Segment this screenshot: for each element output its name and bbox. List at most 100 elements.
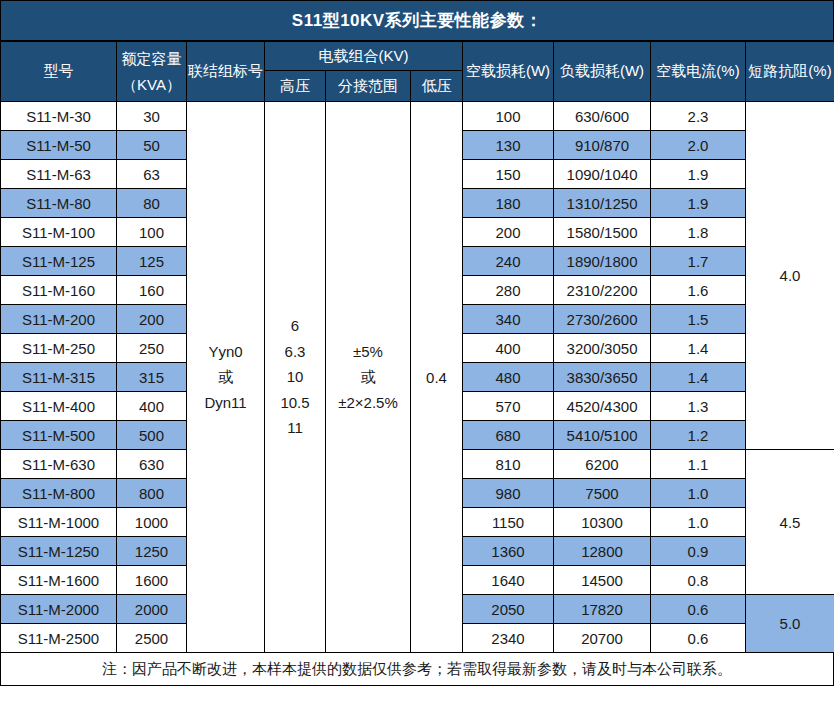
table-title: S11型10KV系列主要性能参数： [0, 0, 834, 41]
model-cell: S11-M-2500 [1, 624, 117, 653]
load-loss-cell: 630/600 [554, 102, 651, 131]
load-loss-cell: 4520/4300 [554, 392, 651, 421]
no-load-loss-cell: 130 [463, 131, 554, 160]
no-load-current-cell: 1.9 [651, 160, 746, 189]
no-load-loss-cell: 570 [463, 392, 554, 421]
col-header-connection-group: 联结组标号 [187, 42, 265, 102]
model-cell: S11-M-250 [1, 334, 117, 363]
no-load-loss-cell: 810 [463, 450, 554, 479]
table-body: S11-M-30 30 Yyn0 或 Dyn11 6 6.3 10 10.5 1… [1, 102, 834, 653]
no-load-loss-cell: 980 [463, 479, 554, 508]
capacity-cell: 125 [117, 247, 187, 276]
no-load-loss-cell: 180 [463, 189, 554, 218]
col-header-low-voltage: 低压 [411, 71, 463, 102]
no-load-current-cell: 0.6 [651, 624, 746, 653]
no-load-current-cell: 0.6 [651, 595, 746, 624]
no-load-current-cell: 2.3 [651, 102, 746, 131]
col-header-no-load-current: 空载电流(%) [651, 42, 746, 102]
load-loss-cell: 1090/1040 [554, 160, 651, 189]
load-loss-cell: 14500 [554, 566, 651, 595]
no-load-loss-cell: 150 [463, 160, 554, 189]
impedance-value-cell: 4.5 [746, 450, 834, 595]
model-cell: S11-M-100 [1, 218, 117, 247]
capacity-cell: 200 [117, 305, 187, 334]
load-loss-cell: 3830/3650 [554, 363, 651, 392]
capacity-cell: 630 [117, 450, 187, 479]
no-load-loss-cell: 240 [463, 247, 554, 276]
model-cell: S11-M-1250 [1, 537, 117, 566]
no-load-current-cell: 1.7 [651, 247, 746, 276]
no-load-current-cell: 1.0 [651, 479, 746, 508]
col-header-no-load-loss: 空载损耗(W) [463, 42, 554, 102]
load-loss-cell: 20700 [554, 624, 651, 653]
load-loss-cell: 10300 [554, 508, 651, 537]
capacity-cell: 2000 [117, 595, 187, 624]
col-header-tap-range: 分接范围 [326, 71, 411, 102]
capacity-cell: 800 [117, 479, 187, 508]
load-loss-cell: 6200 [554, 450, 651, 479]
col-header-capacity: 额定容量 （KVA） [117, 42, 187, 102]
capacity-cell: 63 [117, 160, 187, 189]
load-loss-cell: 1580/1500 [554, 218, 651, 247]
col-header-voltage-combo: 电载组合(KV) [265, 42, 463, 71]
no-load-current-cell: 1.2 [651, 421, 746, 450]
no-load-loss-cell: 480 [463, 363, 554, 392]
capacity-cell: 1600 [117, 566, 187, 595]
model-cell: S11-M-50 [1, 131, 117, 160]
capacity-cell: 500 [117, 421, 187, 450]
capacity-cell: 250 [117, 334, 187, 363]
capacity-cell: 2500 [117, 624, 187, 653]
no-load-loss-cell: 2340 [463, 624, 554, 653]
no-load-loss-cell: 200 [463, 218, 554, 247]
no-load-loss-cell: 1150 [463, 508, 554, 537]
no-load-loss-cell: 1640 [463, 566, 554, 595]
model-cell: S11-M-630 [1, 450, 117, 479]
capacity-cell: 30 [117, 102, 187, 131]
load-loss-cell: 7500 [554, 479, 651, 508]
no-load-current-cell: 1.4 [651, 334, 746, 363]
no-load-loss-cell: 340 [463, 305, 554, 334]
load-loss-cell: 1310/1250 [554, 189, 651, 218]
model-cell: S11-M-30 [1, 102, 117, 131]
low-voltage-value-cell: 0.4 [411, 102, 463, 653]
model-cell: S11-M-1000 [1, 508, 117, 537]
no-load-loss-cell: 100 [463, 102, 554, 131]
capacity-cell: 100 [117, 218, 187, 247]
no-load-current-cell: 0.8 [651, 566, 746, 595]
no-load-current-cell: 1.5 [651, 305, 746, 334]
col-header-model: 型号 [1, 42, 117, 102]
impedance-value-cell: 4.0 [746, 102, 834, 450]
model-cell: S11-M-200 [1, 305, 117, 334]
col-header-impedance: 短路抗阻(%) [746, 42, 834, 102]
capacity-cell: 400 [117, 392, 187, 421]
load-loss-cell: 12800 [554, 537, 651, 566]
spec-table: 型号 额定容量 （KVA） 联结组标号 电载组合(KV) 空载损耗(W) 负载损… [0, 41, 834, 653]
capacity-cell: 1000 [117, 508, 187, 537]
no-load-loss-cell: 400 [463, 334, 554, 363]
table-header: 型号 额定容量 （KVA） 联结组标号 电载组合(KV) 空载损耗(W) 负载损… [1, 42, 834, 102]
load-loss-cell: 2730/2600 [554, 305, 651, 334]
capacity-cell: 1250 [117, 537, 187, 566]
col-header-load-loss: 负载损耗(W) [554, 42, 651, 102]
load-loss-cell: 3200/3050 [554, 334, 651, 363]
load-loss-cell: 17820 [554, 595, 651, 624]
no-load-current-cell: 0.9 [651, 537, 746, 566]
capacity-cell: 160 [117, 276, 187, 305]
footnote: 注：因产品不断改进，本样本提供的数据仅供参考；若需取得最新参数，请及时与本公司联… [0, 653, 834, 686]
load-loss-cell: 1890/1800 [554, 247, 651, 276]
model-cell: S11-M-1600 [1, 566, 117, 595]
model-cell: S11-M-400 [1, 392, 117, 421]
model-cell: S11-M-80 [1, 189, 117, 218]
model-cell: S11-M-800 [1, 479, 117, 508]
spec-sheet: S11型10KV系列主要性能参数： 型号 额定容量 （KVA） 联结组标号 电载… [0, 0, 834, 706]
no-load-current-cell: 1.4 [651, 363, 746, 392]
no-load-loss-cell: 1360 [463, 537, 554, 566]
capacity-cell: 50 [117, 131, 187, 160]
high-voltage-values-cell: 6 6.3 10 10.5 11 [265, 102, 326, 653]
no-load-current-cell: 1.9 [651, 189, 746, 218]
no-load-loss-cell: 2050 [463, 595, 554, 624]
model-cell: S11-M-500 [1, 421, 117, 450]
no-load-current-cell: 2.0 [651, 131, 746, 160]
impedance-value-cell: 5.0 [746, 595, 834, 653]
no-load-current-cell: 1.1 [651, 450, 746, 479]
